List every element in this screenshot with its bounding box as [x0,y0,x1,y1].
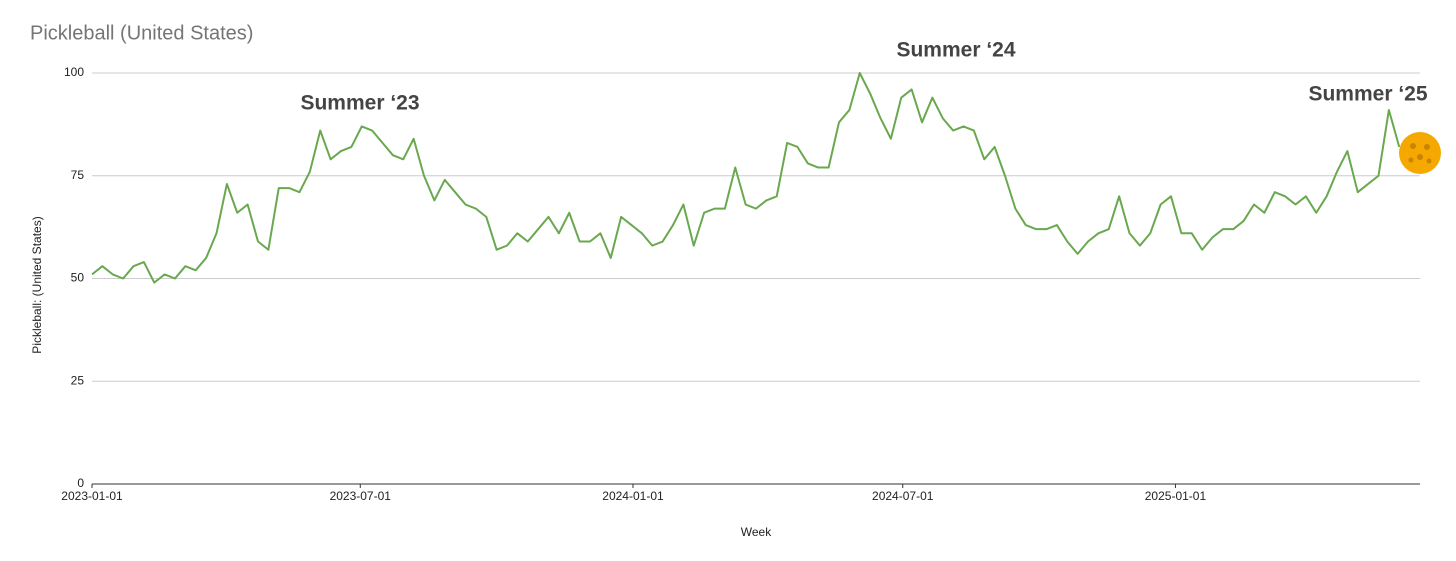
y-axis-label: Pickleball: (United States) [30,216,44,353]
x-tick-label: 2023-07-01 [330,489,392,503]
icon-hole [1410,143,1416,149]
y-tick-label: 25 [71,373,85,387]
icon-ball [1399,132,1441,174]
y-tick-label: 50 [71,271,85,285]
data-line [91,72,1401,284]
icon-hole [1408,157,1414,163]
y-tick-label: 0 [77,476,84,490]
x-tick-label: 2025-01-01 [1145,489,1207,503]
annotation: Summer ‘23 [300,92,419,115]
icon-hole [1424,144,1430,150]
x-axis-label: Week [741,525,772,539]
annotation: Summer ‘24 [896,39,1015,62]
y-tick-label: 100 [64,65,84,79]
icon-hole [1426,158,1432,164]
x-tick-label: 2024-07-01 [872,489,934,503]
x-tick-label: 2024-01-01 [602,489,664,503]
x-tick-label: 2023-01-01 [61,489,123,503]
annotation: Summer ‘25 [1308,83,1427,106]
chart-title: Pickleball (United States) [30,22,253,44]
y-tick-label: 75 [71,168,85,182]
pickleball-icon [1399,132,1441,174]
icon-hole [1417,154,1423,160]
